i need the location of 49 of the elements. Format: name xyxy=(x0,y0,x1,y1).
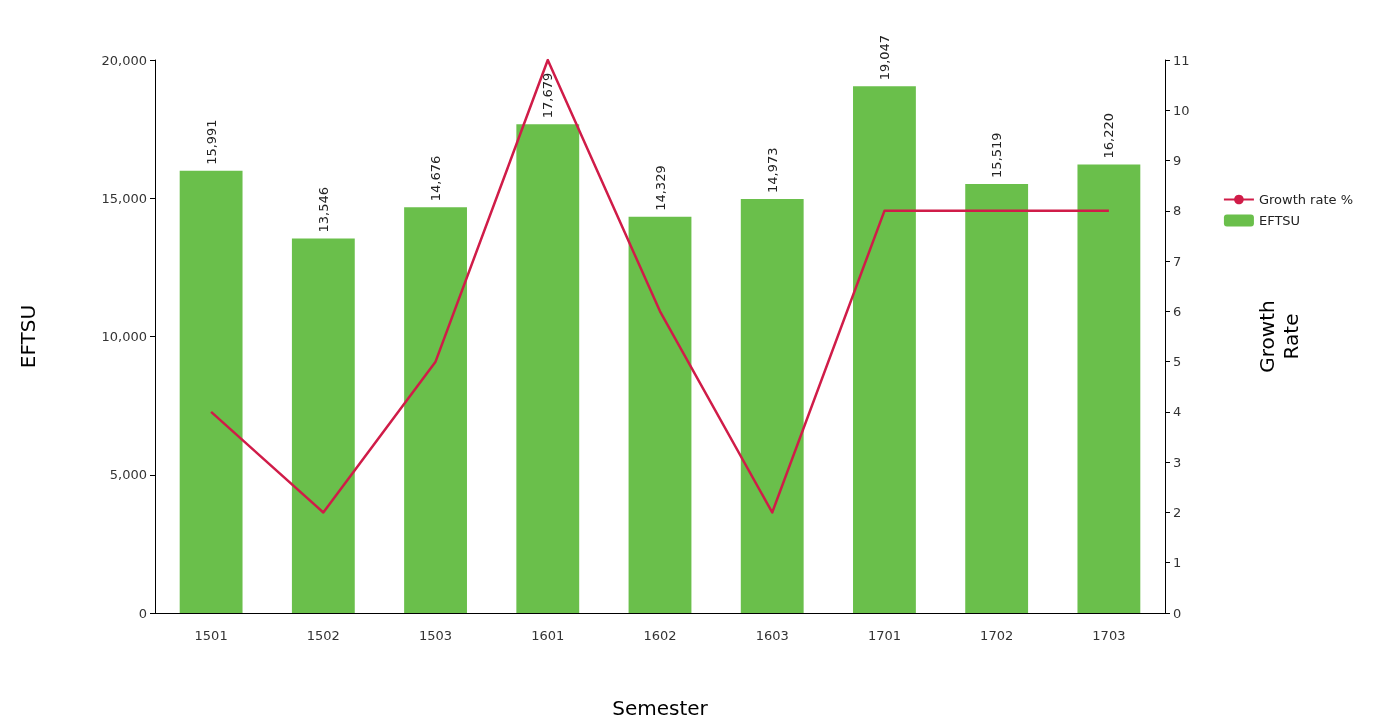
x-tick-label: 1703 xyxy=(1092,628,1126,643)
y2-tick-label: 5 xyxy=(1173,354,1182,370)
data-label: 16,220 xyxy=(1101,113,1117,159)
bar xyxy=(516,124,580,613)
bar xyxy=(740,199,804,613)
y-tick-label: 15,000 xyxy=(101,190,147,206)
data-label: 17,679 xyxy=(540,72,556,119)
bar xyxy=(179,170,243,613)
legend-label: Growth rate % xyxy=(1258,192,1354,207)
data-label: 14,676 xyxy=(428,155,444,202)
x-tick-label: 1603 xyxy=(755,628,789,643)
x-axis-title: Semester xyxy=(612,696,709,720)
y-axis-title: EFTSU xyxy=(16,304,40,369)
x-tick-label: 1702 xyxy=(980,628,1014,643)
y2-tick-label: 9 xyxy=(1173,153,1182,169)
y2-tick-label: 4 xyxy=(1173,404,1182,420)
y2-axis-title: Growth Rate xyxy=(1255,300,1303,373)
x-tick-label: 1701 xyxy=(867,628,901,643)
data-label: 14,329 xyxy=(652,165,668,211)
bar xyxy=(628,216,692,613)
y-tick-label: 10,000 xyxy=(101,329,147,344)
y-tick-label: 0 xyxy=(138,605,147,621)
bar xyxy=(853,86,916,613)
y2-tick-label: 7 xyxy=(1173,253,1182,269)
y2-tick-label: 6 xyxy=(1173,303,1182,319)
bar xyxy=(1077,164,1141,613)
bar xyxy=(404,207,467,613)
data-label: 14,973 xyxy=(764,147,780,193)
x-tick-label: 1601 xyxy=(531,628,565,643)
data-label: 15,519 xyxy=(989,132,1005,178)
x-tick-label: 1501 xyxy=(194,628,228,643)
bar xyxy=(965,183,1029,613)
y2-tick-label: 0 xyxy=(1173,605,1182,621)
x-tick-label: 1602 xyxy=(643,628,677,643)
y2-tick-label: 1 xyxy=(1173,555,1182,571)
data-label: 13,546 xyxy=(315,186,331,233)
y2-tick-label: 3 xyxy=(1173,454,1182,470)
y-tick-label: 20,000 xyxy=(101,52,147,68)
y2-tick-label: 8 xyxy=(1173,203,1182,219)
data-label: 15,991 xyxy=(203,119,219,165)
x-tick-label: 1503 xyxy=(419,628,453,643)
bar xyxy=(291,238,355,613)
y2-tick-label: 10 xyxy=(1173,102,1190,118)
y2-tick-label: 11 xyxy=(1173,52,1190,68)
x-tick-label: 1502 xyxy=(306,628,340,643)
legend-label: EFTSU xyxy=(1258,213,1301,228)
y2-tick-label: 2 xyxy=(1173,504,1182,520)
y-tick-label: 5,000 xyxy=(109,467,147,483)
data-label: 19,047 xyxy=(876,34,892,81)
